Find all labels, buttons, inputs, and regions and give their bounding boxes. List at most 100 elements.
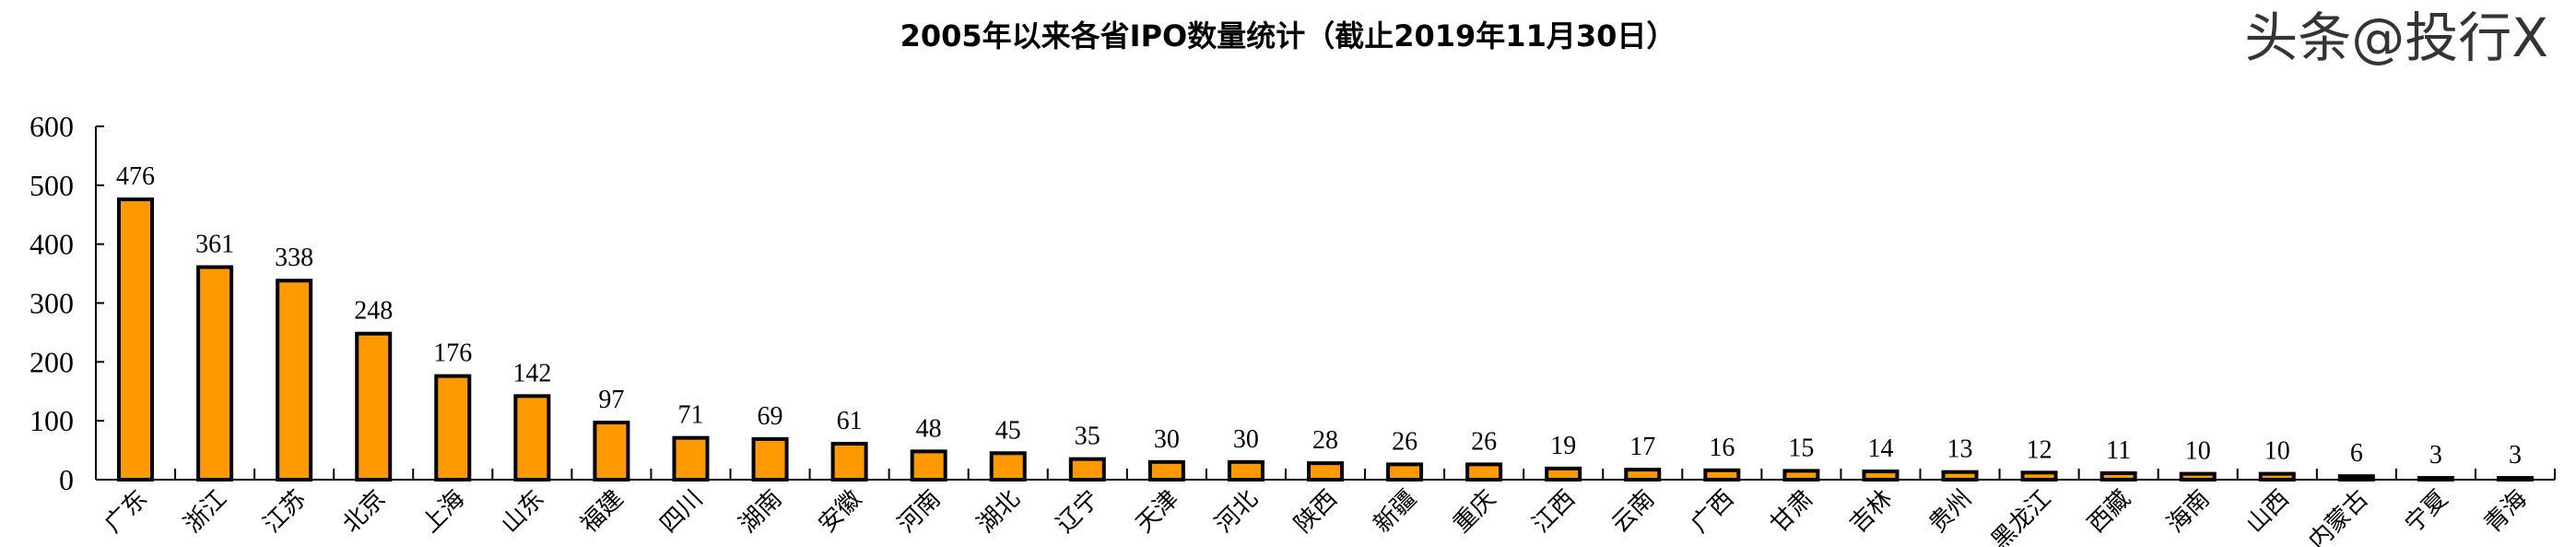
- bar: [2337, 474, 2375, 482]
- x-tick-label: 四川: [654, 485, 708, 539]
- bar: [1147, 459, 1185, 482]
- x-tick-label: 浙江: [179, 485, 232, 539]
- bar: [117, 197, 155, 482]
- data-label: 12: [2027, 435, 2053, 464]
- bar: [1307, 461, 1344, 482]
- x-tick-label: 江苏: [258, 485, 312, 539]
- y-tick-label: 400: [29, 228, 74, 261]
- x-tick-label: 河北: [1210, 485, 1264, 539]
- data-label: 176: [433, 339, 472, 368]
- data-label: 35: [1075, 422, 1100, 451]
- data-label: 17: [1629, 433, 1655, 461]
- x-tick-label: 宁夏: [2400, 485, 2453, 539]
- x-tick-label: 海南: [2162, 485, 2216, 539]
- data-label: 338: [275, 244, 313, 272]
- data-label: 61: [837, 407, 863, 435]
- data-label: 30: [1154, 425, 1180, 454]
- data-label: 19: [1550, 432, 1576, 460]
- bar: [2100, 470, 2137, 482]
- bar: [1782, 469, 1820, 482]
- x-tick-label: 云南: [1606, 485, 1660, 539]
- x-tick-label: 陕西: [1289, 485, 1343, 539]
- watermark: 头条@投行X: [2244, 6, 2548, 69]
- x-tick-label: 吉林: [1844, 485, 1898, 539]
- data-label: 26: [1392, 427, 1417, 456]
- data-label: 476: [116, 162, 155, 191]
- data-label: 6: [2350, 439, 2363, 468]
- data-label: 11: [2106, 436, 2131, 465]
- y-tick-label: 200: [29, 345, 74, 378]
- y-tick-label: 500: [29, 169, 74, 202]
- y-tick-label: 600: [29, 110, 74, 143]
- x-tick-label: 福建: [575, 485, 629, 539]
- x-tick-label: 重庆: [1448, 485, 1501, 539]
- bar: [434, 374, 472, 482]
- bar: [751, 436, 789, 482]
- bar: [989, 451, 1027, 482]
- bar: [1624, 468, 1662, 482]
- data-label: 28: [1312, 426, 1338, 455]
- bar: [2179, 471, 2217, 482]
- bar: [1465, 462, 1503, 482]
- x-tick-label: 上海: [417, 485, 470, 539]
- x-tick-label: 青海: [2479, 485, 2533, 539]
- x-tick-label: 河南: [893, 485, 947, 539]
- x-tick-label: 贵州: [1923, 485, 1977, 539]
- bar: [2020, 470, 2058, 482]
- data-label: 69: [758, 402, 783, 431]
- x-tick-label: 广东: [100, 485, 153, 539]
- bar: [830, 442, 868, 482]
- bar: [1703, 468, 1741, 482]
- data-label: 13: [1947, 435, 1973, 464]
- y-tick-label: 100: [29, 404, 74, 437]
- bar: [1227, 459, 1264, 482]
- bar: [1068, 457, 1106, 482]
- bar: [355, 331, 393, 482]
- x-tick-label: 黑龙江: [1986, 485, 2056, 547]
- data-label: 30: [1233, 425, 1259, 454]
- bar: [1862, 470, 1900, 482]
- x-tick-label: 新疆: [1369, 485, 1422, 539]
- data-label: 26: [1471, 427, 1497, 456]
- data-label: 3: [2509, 441, 2522, 470]
- data-label: 48: [916, 414, 942, 443]
- x-tick-label: 内蒙古: [2303, 485, 2373, 547]
- x-tick-label: 甘肃: [1765, 485, 1818, 539]
- chart-title: 2005年以来各省IPO数量统计（截止2019年11月30日）: [900, 18, 1676, 54]
- y-tick-label: 300: [29, 287, 74, 320]
- x-tick-label: 山西: [2241, 485, 2295, 539]
- x-tick-label: 湖北: [972, 485, 1026, 539]
- bar: [1941, 470, 1979, 482]
- bar: [1386, 462, 1424, 482]
- y-tick-label: 0: [59, 463, 74, 496]
- data-label: 248: [354, 297, 393, 326]
- x-tick-label: 广西: [1686, 485, 1739, 539]
- bar: [513, 394, 551, 482]
- bar: [2496, 476, 2534, 482]
- bar: [276, 279, 313, 482]
- bar: [196, 265, 234, 482]
- bar: [910, 449, 947, 482]
- data-label: 71: [677, 401, 703, 430]
- data-label: 16: [1709, 434, 1735, 462]
- data-label: 10: [2185, 437, 2211, 466]
- data-label: 14: [1867, 434, 1893, 463]
- data-label: 3: [2429, 441, 2442, 470]
- bar: [2417, 476, 2454, 482]
- data-label: 10: [2264, 437, 2290, 466]
- x-tick-label: 江西: [1527, 485, 1581, 539]
- bar: [672, 435, 710, 482]
- x-tick-label: 辽宁: [1052, 485, 1105, 539]
- x-tick-label: 西藏: [2083, 485, 2136, 539]
- data-label: 97: [598, 386, 624, 414]
- bar: [2258, 471, 2296, 482]
- x-tick-label: 安徽: [814, 485, 867, 539]
- data-label: 15: [1788, 434, 1814, 462]
- x-tick-label: 天津: [1131, 485, 1184, 539]
- bar: [1545, 466, 1582, 482]
- x-tick-label: 北京: [337, 485, 391, 539]
- x-tick-label: 山东: [496, 485, 549, 539]
- data-label: 361: [195, 231, 234, 259]
- data-label: 142: [512, 359, 551, 387]
